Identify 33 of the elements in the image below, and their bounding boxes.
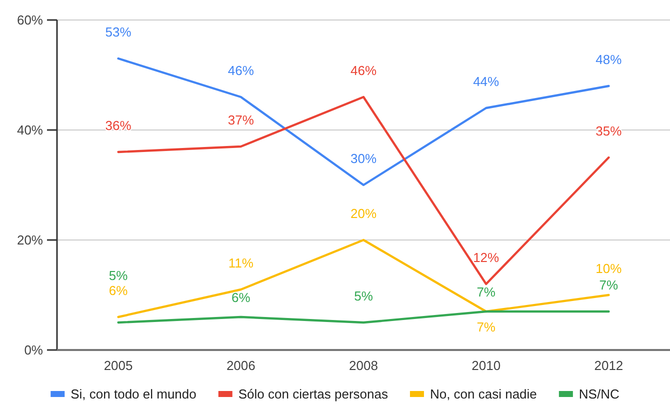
y-tick-label: 40% — [16, 122, 44, 138]
legend-label: Si, con todo el mundo — [70, 386, 196, 402]
data-label: 5% — [108, 268, 128, 283]
data-label: 7% — [476, 320, 496, 334]
x-tick-label: 2012 — [594, 358, 624, 373]
data-label: 20% — [350, 206, 377, 221]
legend-label: No, con casi nadie — [430, 386, 537, 402]
x-tick-label: 2005 — [104, 358, 133, 373]
data-label: 48% — [596, 52, 622, 67]
data-label: 7% — [599, 278, 619, 292]
legend-label: Sólo con ciertas personas — [238, 386, 388, 402]
data-label: 6% — [108, 283, 128, 298]
data-label: 37% — [228, 112, 254, 128]
data-label: 11% — [228, 256, 254, 270]
x-tick-label: 2006 — [226, 358, 256, 373]
data-label: 35% — [596, 124, 622, 138]
data-label: 46% — [350, 63, 377, 78]
data-label: 10% — [596, 261, 622, 276]
data-label: 12% — [473, 250, 500, 265]
data-label: 44% — [473, 74, 500, 89]
data-label: 30% — [350, 151, 377, 166]
legend-label: NS/NC — [578, 386, 620, 402]
data-label: 7% — [476, 284, 496, 300]
y-tick-label: 20% — [16, 232, 44, 248]
x-tick-label: 2010 — [472, 358, 501, 373]
data-label: 53% — [105, 24, 132, 40]
data-label: 6% — [232, 290, 251, 305]
data-label: 46% — [228, 63, 254, 78]
x-tick-label: 2008 — [349, 358, 378, 373]
y-tick-label: 60% — [16, 12, 44, 28]
data-label: 5% — [354, 288, 374, 304]
data-label: 36% — [105, 118, 132, 133]
y-tick-label: 0% — [24, 342, 44, 358]
